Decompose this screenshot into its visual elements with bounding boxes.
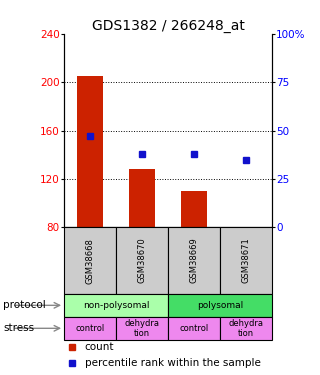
Bar (181, 191, 207, 227)
Bar (129, 169, 155, 227)
Text: stress: stress (3, 323, 34, 333)
Bar (220, 227, 272, 294)
Text: GSM38668: GSM38668 (85, 238, 94, 284)
Bar (168, 317, 220, 340)
Bar (168, 294, 272, 317)
Text: dehydra
tion: dehydra tion (124, 319, 159, 338)
Text: count: count (85, 342, 114, 352)
Text: GSM38669: GSM38669 (189, 238, 198, 284)
Text: percentile rank within the sample: percentile rank within the sample (85, 358, 261, 368)
Bar (220, 317, 272, 340)
Bar (64, 317, 116, 340)
Bar (64, 227, 116, 294)
Bar (77, 76, 103, 227)
Text: control: control (76, 324, 105, 333)
Text: polysomal: polysomal (197, 301, 243, 310)
Text: dehydra
tion: dehydra tion (228, 319, 263, 338)
Bar (116, 227, 168, 294)
Bar (64, 294, 168, 317)
Text: control: control (180, 324, 209, 333)
Bar (116, 317, 168, 340)
Bar (168, 227, 220, 294)
Text: GSM38671: GSM38671 (242, 238, 251, 284)
Title: GDS1382 / 266248_at: GDS1382 / 266248_at (92, 19, 244, 33)
Text: GSM38670: GSM38670 (138, 238, 147, 284)
Text: non-polysomal: non-polysomal (83, 301, 149, 310)
Text: protocol: protocol (3, 300, 46, 310)
